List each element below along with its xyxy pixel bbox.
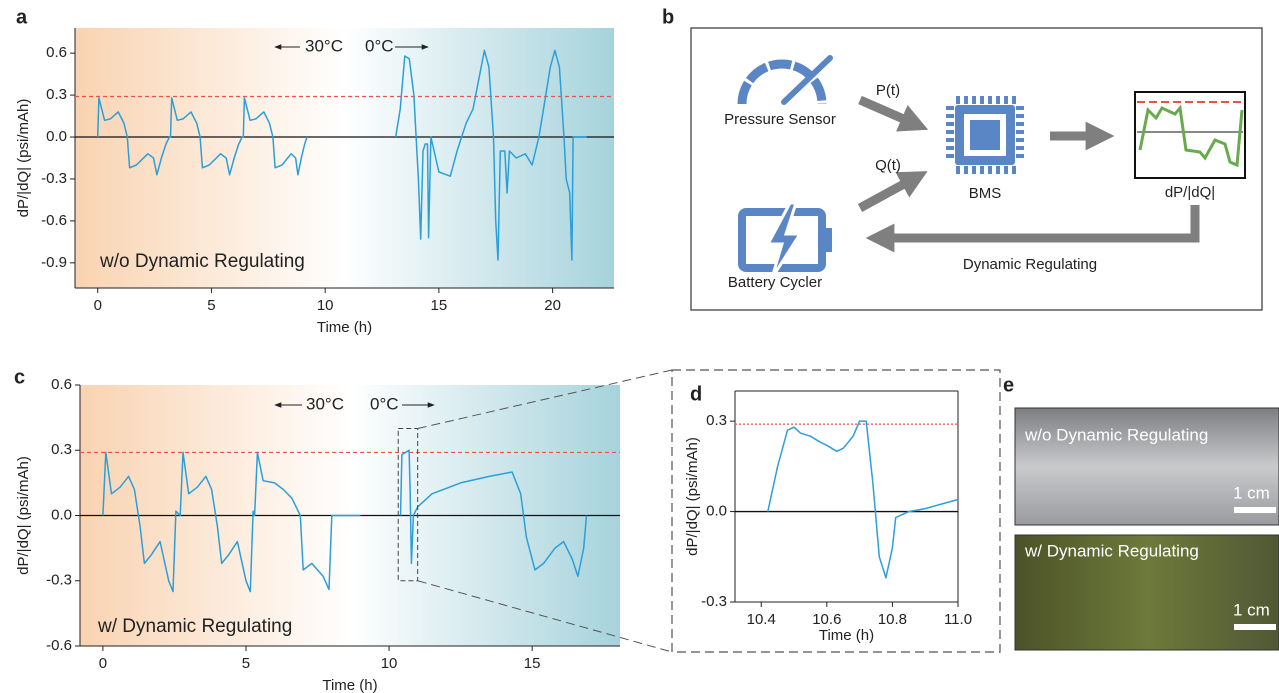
y-axis-label: dP/|dQ| (psi/mAh) <box>15 99 32 218</box>
scale-label: 1 cm <box>1233 600 1270 619</box>
diagram-frame <box>690 27 1263 311</box>
zoom-frame <box>671 369 1001 653</box>
x-axis-label: Time (h) <box>819 627 874 644</box>
chip-icon <box>946 96 1024 174</box>
gauge-needle <box>781 55 833 105</box>
y-tick-label: -0.3 <box>46 572 72 589</box>
x-tick-label: 20 <box>544 297 561 314</box>
annotation: 0°C <box>365 36 394 55</box>
y-tick-label: 0.3 <box>706 412 727 429</box>
annotation: 0°C <box>370 394 399 413</box>
zoom-box <box>397 428 419 582</box>
y-tick-label: 0.0 <box>706 503 727 520</box>
mini-line <box>1138 104 1244 168</box>
x-tick-label: 11.0 <box>944 611 972 628</box>
signal-label: Q(t) <box>875 157 901 174</box>
y-tick-label: -0.6 <box>46 637 72 654</box>
inset-label: w/o Dynamic Regulating <box>99 251 305 272</box>
arrow <box>858 95 929 132</box>
x-tick-label: 10.8 <box>878 611 907 628</box>
scale-bar <box>1234 624 1276 630</box>
y-axis-label: dP/|dQ| (psi/mAh) <box>15 456 32 575</box>
zoom-connector <box>417 369 673 429</box>
output-label: dP/|dQ| <box>1165 184 1215 201</box>
bms-label: BMS <box>969 185 1002 202</box>
y-tick-label: 0.6 <box>46 44 67 61</box>
x-tick-label: 0 <box>99 655 107 672</box>
y-tick-label: 0.6 <box>51 376 72 393</box>
data-line <box>767 420 959 579</box>
battery-icon <box>738 201 832 279</box>
x-tick-label: 10 <box>317 297 334 314</box>
y-tick-label: -0.3 <box>701 593 727 610</box>
signal-label: P(t) <box>876 82 900 99</box>
diagram: b Pressure Sensor P(t) Q(t) BMS dP/|dQ| … <box>662 6 1263 311</box>
y-axis-label: dP/|dQ| (psi/mAh) <box>684 437 701 556</box>
zoom-connector <box>417 580 673 653</box>
feedback-arrow <box>865 205 1200 253</box>
y-tick-label: -0.6 <box>41 212 67 229</box>
x-axis-label: Time (h) <box>322 677 377 693</box>
x-tick-label: 10 <box>381 655 398 672</box>
x-tick-label: 0 <box>94 297 102 314</box>
photo <box>1014 407 1279 526</box>
panel-label: a <box>16 6 28 28</box>
inset-label: w/ Dynamic Regulating <box>97 616 292 637</box>
y-tick-label: -0.9 <box>41 254 67 271</box>
photo-label: w/ Dynamic Regulating <box>1024 541 1199 560</box>
y-tick-label: 0.3 <box>46 86 67 103</box>
y-tick-label: 0.0 <box>46 128 67 145</box>
scale-bar <box>1234 507 1276 513</box>
x-tick-label: 10.4 <box>747 611 776 628</box>
y-tick-label: 0.3 <box>51 441 72 458</box>
data-line <box>96 49 587 261</box>
gauge-icon <box>737 59 827 105</box>
x-tick-label: 10.6 <box>812 611 841 628</box>
annotation: 30°C <box>306 394 344 413</box>
data-line <box>102 449 588 593</box>
plot-background <box>75 28 614 288</box>
y-tick-label: 0.0 <box>51 506 72 523</box>
annotation: 30°C <box>305 36 343 55</box>
scale-label: 1 cm <box>1233 483 1270 502</box>
photo-label: w/o Dynamic Regulating <box>1024 425 1208 444</box>
mini-chart <box>1134 91 1246 179</box>
panel-label: e <box>1003 374 1014 396</box>
arrow <box>857 171 928 212</box>
x-tick-label: 5 <box>207 297 215 314</box>
panel-label: b <box>662 6 674 28</box>
sensor-label: Pressure Sensor <box>724 111 836 128</box>
x-tick-label: 15 <box>524 655 541 672</box>
y-tick-label: -0.3 <box>41 170 67 187</box>
panel-label: c <box>14 366 25 388</box>
x-axis-label: Time (h) <box>317 319 372 336</box>
panel-label: d <box>690 383 702 405</box>
cycler-label: Battery Cycler <box>728 274 822 291</box>
feedback-label: Dynamic Regulating <box>963 256 1097 273</box>
x-tick-label: 5 <box>242 655 250 672</box>
photos: e w/o Dynamic Regulating 1 cm w/ Dynamic… <box>1003 374 1279 651</box>
photo <box>1014 534 1279 651</box>
x-tick-label: 15 <box>431 297 448 314</box>
